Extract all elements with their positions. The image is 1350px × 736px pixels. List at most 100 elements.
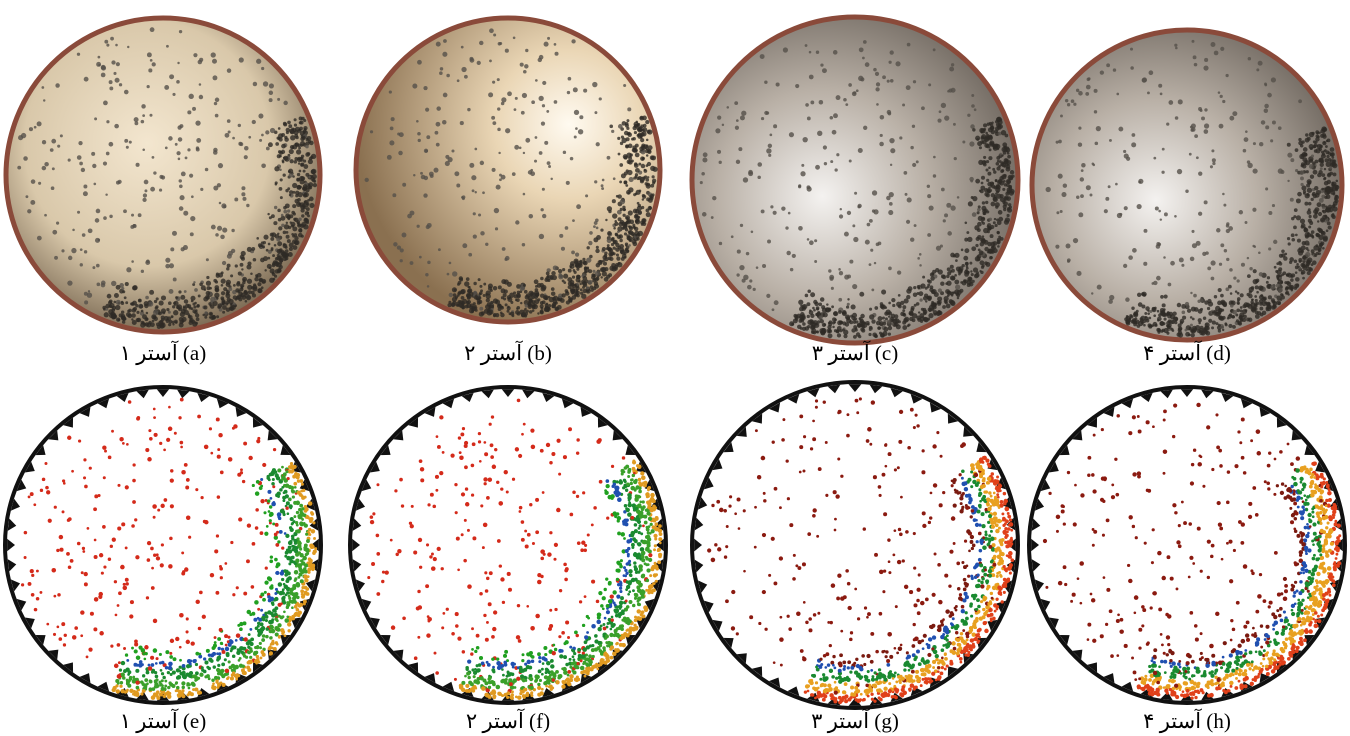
particle <box>269 505 272 508</box>
ball <box>241 186 245 190</box>
ball <box>420 172 423 175</box>
particle <box>217 686 220 689</box>
ball <box>485 304 490 309</box>
ball <box>846 316 850 320</box>
ball <box>1202 252 1206 256</box>
ball <box>847 211 851 215</box>
ball <box>995 202 1000 207</box>
particle <box>48 519 52 523</box>
ball <box>495 313 499 317</box>
particle <box>297 491 301 495</box>
ball <box>389 90 392 93</box>
ball <box>1324 181 1329 186</box>
ball <box>740 224 743 227</box>
particle <box>188 687 191 690</box>
particle <box>265 619 268 622</box>
particle <box>161 672 164 675</box>
particle <box>160 669 163 672</box>
ball <box>572 276 575 279</box>
particle <box>299 568 303 572</box>
ball <box>1193 55 1197 59</box>
ball <box>288 124 292 128</box>
particle <box>634 523 638 527</box>
ball <box>791 323 794 326</box>
ball <box>768 144 772 148</box>
particle <box>307 575 310 578</box>
ball <box>1144 229 1148 233</box>
ball <box>995 180 998 183</box>
ball <box>833 50 838 55</box>
particle <box>125 668 129 672</box>
ball <box>1207 267 1211 271</box>
ball <box>101 73 106 78</box>
ball <box>502 247 506 251</box>
ball <box>997 238 1001 242</box>
ball <box>937 119 941 123</box>
ball <box>478 214 481 217</box>
particle <box>86 655 89 658</box>
ball <box>230 274 233 277</box>
ball <box>116 62 120 66</box>
particle <box>257 608 260 611</box>
particle <box>53 595 56 598</box>
ball <box>611 243 614 246</box>
ball <box>281 144 286 149</box>
particle <box>186 682 189 685</box>
ball <box>727 106 730 109</box>
ball <box>192 283 195 286</box>
particle <box>220 471 224 475</box>
particle <box>263 511 266 514</box>
ball <box>464 75 468 79</box>
ball <box>884 311 888 315</box>
ball <box>863 40 867 44</box>
ball <box>194 302 197 305</box>
ball <box>1078 91 1083 96</box>
ball <box>170 247 174 251</box>
particle <box>653 534 657 538</box>
ball <box>269 216 272 219</box>
particle <box>154 680 157 683</box>
ball <box>950 275 955 280</box>
particle <box>94 539 97 542</box>
ball <box>54 256 58 260</box>
particle <box>275 523 279 527</box>
particle <box>159 661 162 664</box>
ball <box>116 300 121 305</box>
particle <box>114 580 117 583</box>
ball <box>92 266 95 269</box>
ball <box>1126 320 1130 324</box>
particle <box>117 643 121 647</box>
ball <box>1161 171 1164 174</box>
ball <box>67 280 72 285</box>
ball <box>258 243 262 247</box>
ball <box>1219 124 1224 129</box>
ball <box>757 162 762 167</box>
particle <box>472 442 476 446</box>
ball <box>307 212 309 214</box>
ball <box>907 197 912 202</box>
particle <box>210 452 213 455</box>
ball <box>449 262 452 265</box>
ball <box>1216 228 1220 232</box>
ball <box>114 293 119 298</box>
ball <box>1010 170 1014 174</box>
ball <box>480 289 483 292</box>
ball <box>71 248 76 253</box>
ball <box>462 243 467 248</box>
particle <box>90 612 94 616</box>
ball <box>917 318 921 322</box>
particle <box>186 640 190 644</box>
ball <box>844 232 849 237</box>
ball <box>198 60 203 65</box>
ball <box>588 280 593 285</box>
ball <box>592 82 597 87</box>
ball <box>166 45 169 48</box>
ball <box>1198 318 1202 322</box>
ball <box>492 168 496 172</box>
ball <box>575 253 579 257</box>
ball <box>289 243 294 248</box>
ball <box>811 325 815 329</box>
ball <box>888 267 892 271</box>
ball <box>1321 161 1324 164</box>
ball <box>906 220 910 224</box>
